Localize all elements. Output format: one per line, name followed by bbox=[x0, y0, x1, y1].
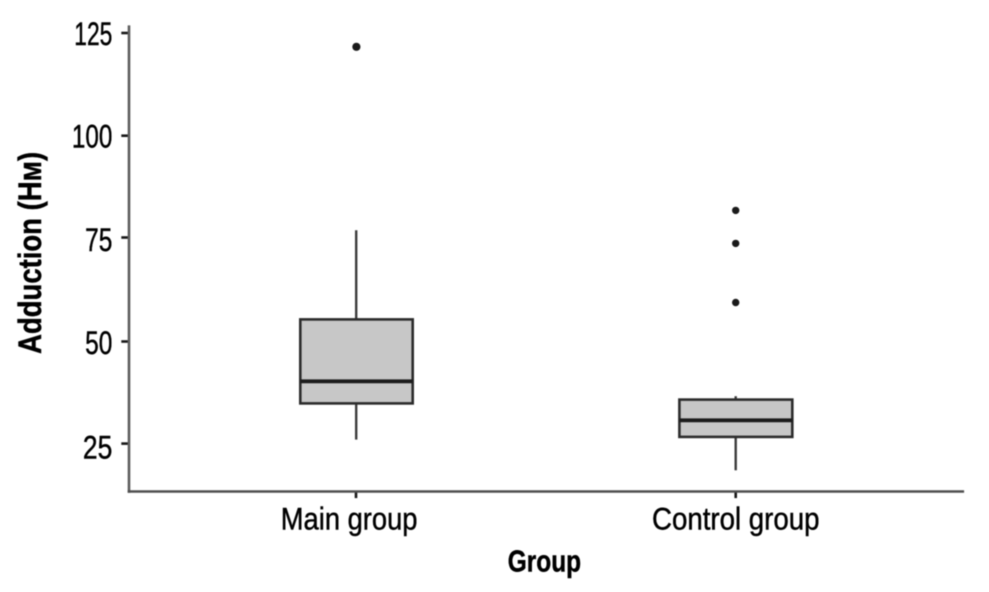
svg-text:50: 50 bbox=[85, 325, 112, 361]
svg-text:75: 75 bbox=[85, 222, 112, 258]
svg-text:25: 25 bbox=[83, 429, 112, 465]
svg-text:Control group: Control group bbox=[652, 501, 820, 536]
svg-text:Group: Group bbox=[508, 544, 581, 579]
svg-text:Main group: Main group bbox=[281, 501, 418, 536]
svg-text:125: 125 bbox=[74, 16, 112, 52]
svg-text:100: 100 bbox=[72, 119, 112, 155]
svg-text:Adduction (Нм): Adduction (Нм) bbox=[12, 152, 48, 354]
